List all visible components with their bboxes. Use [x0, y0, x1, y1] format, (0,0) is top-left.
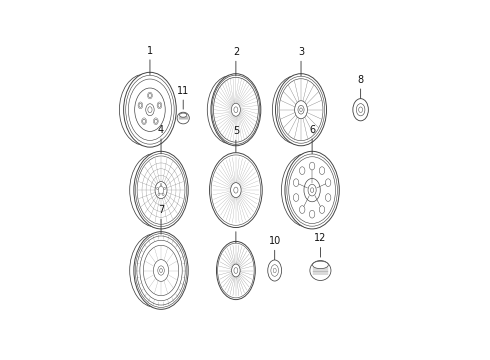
Ellipse shape	[234, 187, 238, 193]
Ellipse shape	[309, 162, 315, 170]
Ellipse shape	[298, 105, 304, 114]
Text: 8: 8	[358, 75, 364, 98]
Ellipse shape	[319, 167, 325, 175]
Text: 5: 5	[233, 126, 239, 155]
Ellipse shape	[359, 107, 363, 112]
Ellipse shape	[179, 113, 187, 117]
Ellipse shape	[300, 108, 302, 112]
Ellipse shape	[207, 76, 255, 144]
Ellipse shape	[310, 261, 331, 280]
Ellipse shape	[319, 206, 325, 213]
Ellipse shape	[135, 88, 165, 131]
Text: 4: 4	[158, 125, 164, 154]
Ellipse shape	[268, 260, 282, 281]
Ellipse shape	[157, 187, 158, 190]
Text: 10: 10	[269, 236, 281, 260]
Ellipse shape	[275, 74, 326, 146]
Ellipse shape	[234, 267, 238, 273]
Ellipse shape	[234, 107, 238, 113]
Ellipse shape	[155, 181, 167, 199]
Ellipse shape	[299, 167, 305, 175]
Ellipse shape	[313, 261, 328, 269]
Ellipse shape	[231, 183, 241, 198]
Ellipse shape	[281, 153, 333, 227]
Text: 6: 6	[309, 125, 315, 154]
Ellipse shape	[146, 104, 154, 116]
Ellipse shape	[299, 206, 305, 213]
Ellipse shape	[177, 112, 189, 124]
Text: 1: 1	[147, 46, 153, 75]
Ellipse shape	[154, 119, 157, 123]
Ellipse shape	[231, 103, 241, 116]
Ellipse shape	[158, 103, 161, 107]
Ellipse shape	[309, 210, 315, 218]
Ellipse shape	[211, 162, 250, 218]
Ellipse shape	[211, 74, 261, 146]
Ellipse shape	[325, 194, 331, 202]
Ellipse shape	[123, 72, 176, 147]
Ellipse shape	[272, 76, 321, 144]
Ellipse shape	[153, 260, 169, 282]
Text: 11: 11	[177, 86, 189, 109]
Ellipse shape	[143, 119, 146, 123]
Ellipse shape	[160, 269, 162, 273]
Ellipse shape	[148, 94, 151, 98]
Ellipse shape	[294, 179, 299, 186]
Text: 7: 7	[158, 205, 164, 234]
Ellipse shape	[294, 101, 307, 119]
Ellipse shape	[325, 179, 331, 186]
Ellipse shape	[134, 151, 188, 229]
Ellipse shape	[130, 153, 181, 227]
Ellipse shape	[273, 268, 276, 273]
Ellipse shape	[164, 187, 166, 190]
Text: 3: 3	[298, 47, 304, 76]
Ellipse shape	[163, 193, 164, 196]
Ellipse shape	[158, 193, 160, 196]
Ellipse shape	[232, 264, 240, 277]
Ellipse shape	[134, 232, 188, 309]
Text: 12: 12	[314, 233, 327, 257]
Ellipse shape	[158, 186, 164, 194]
Ellipse shape	[311, 188, 314, 193]
Text: 9: 9	[233, 217, 239, 243]
Ellipse shape	[139, 103, 142, 107]
Ellipse shape	[353, 99, 368, 121]
Text: 2: 2	[233, 47, 239, 76]
Ellipse shape	[130, 234, 181, 307]
Ellipse shape	[304, 179, 320, 202]
Ellipse shape	[217, 242, 255, 300]
Ellipse shape	[160, 184, 162, 186]
Ellipse shape	[120, 74, 170, 145]
Ellipse shape	[356, 104, 365, 116]
Ellipse shape	[148, 107, 152, 113]
Ellipse shape	[210, 153, 262, 228]
Ellipse shape	[294, 194, 299, 202]
Ellipse shape	[158, 266, 164, 275]
Ellipse shape	[271, 265, 278, 276]
Ellipse shape	[308, 184, 316, 196]
Ellipse shape	[285, 151, 339, 229]
